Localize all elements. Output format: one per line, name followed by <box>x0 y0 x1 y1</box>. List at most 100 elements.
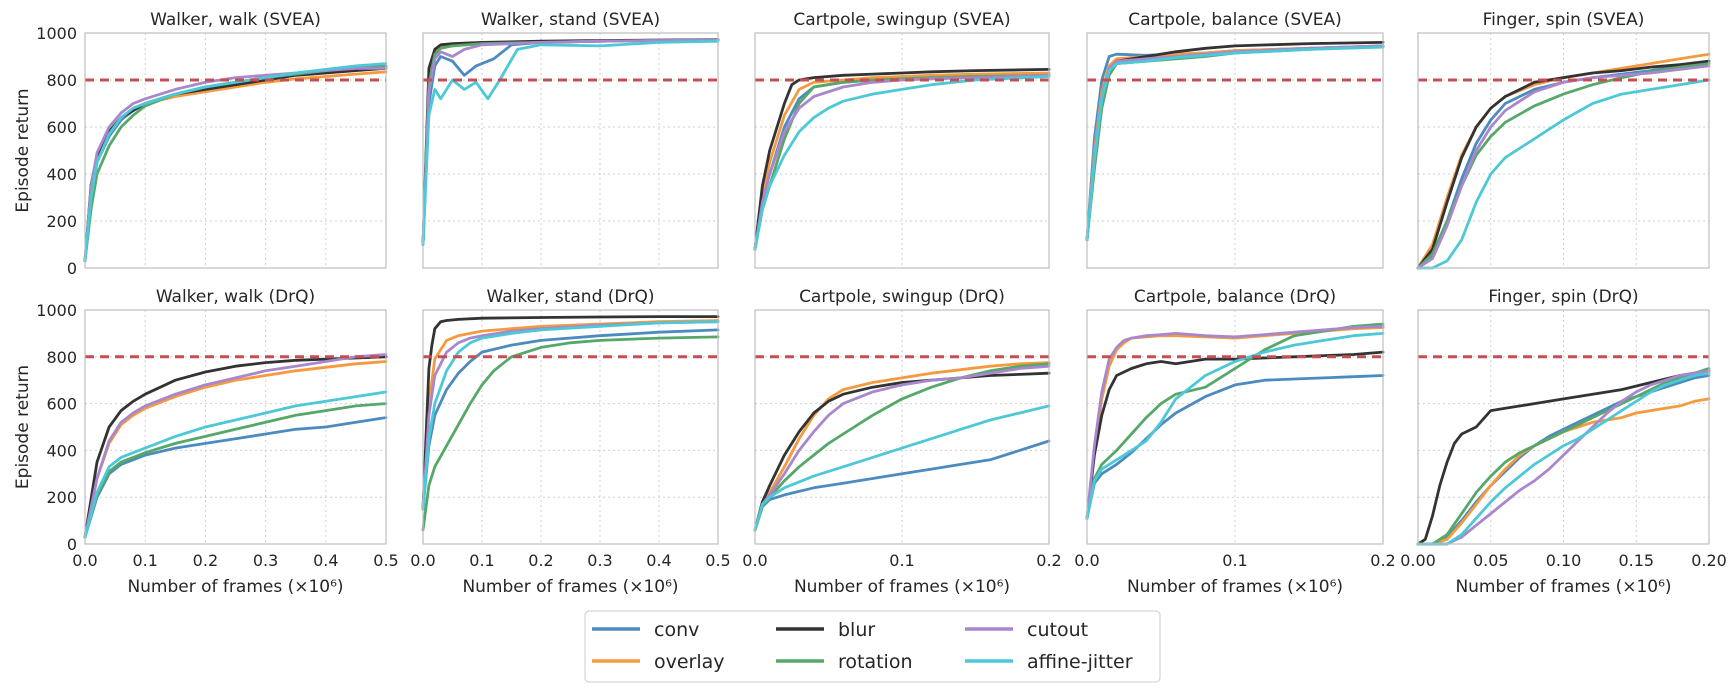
x-tick-label: 0.0 <box>1074 551 1099 570</box>
panel-title: Cartpole, balance (DrQ) <box>1134 287 1336 307</box>
panel-9: Cartpole, balance (DrQ) 0.0 0.1 0.2 Number o… <box>1074 287 1395 597</box>
panel-title: Finger, spin (DrQ) <box>1488 287 1638 307</box>
x-tick-label: 0.5 <box>373 551 398 570</box>
x-tick-label: 0.1 <box>132 551 157 570</box>
panel-title: Cartpole, swingup (SVEA) <box>793 10 1010 30</box>
series-line-affine-jitter <box>421 39 720 246</box>
series-line-conv <box>753 439 1051 532</box>
x-axis-label: Number of frames (×10⁶) <box>462 577 678 597</box>
x-tick-label: 0.3 <box>587 551 612 570</box>
legend-label-rotation: rotation <box>838 651 913 673</box>
panel-title: Cartpole, swingup (DrQ) <box>799 287 1005 307</box>
series-line-cutout <box>1416 369 1711 546</box>
legend-label-affine-jitter: affine-jitter <box>1027 651 1133 673</box>
plot-area <box>423 33 718 268</box>
plot-frame <box>422 309 719 545</box>
panel-10: Finger, spin (DrQ) 0.00 0.05 0.10 0.15 0.20 Nu… <box>1400 287 1727 597</box>
panel-5: Finger, spin (SVEA) <box>1416 10 1711 270</box>
plot-frame <box>84 309 387 545</box>
plot-area <box>423 310 718 544</box>
series-line-blur <box>753 68 1051 251</box>
x-tick-label: 0.3 <box>253 551 278 570</box>
series-line-conv <box>1085 374 1385 520</box>
series-line-blur <box>753 371 1051 532</box>
series-line-cutout <box>83 353 388 539</box>
x-tick-label: 0.1 <box>889 551 914 570</box>
y-tick-label: 0 <box>67 259 77 278</box>
x-axis-label: Number of frames (×10⁶) <box>127 577 343 597</box>
x-tick-label: 0.0 <box>410 551 435 570</box>
plot-area <box>85 310 386 544</box>
plot-frame <box>1086 32 1384 269</box>
series-line-affine-jitter <box>1416 371 1711 546</box>
x-tick-label: 0.2 <box>1370 551 1395 570</box>
panel-title: Finger, spin (SVEA) <box>1483 10 1645 30</box>
plot-frame <box>754 309 1050 545</box>
series-line-rotation <box>1085 322 1385 520</box>
series-line-rotation <box>83 402 388 539</box>
panel-title: Walker, stand (DrQ) <box>487 287 655 307</box>
series-line-conv <box>83 416 388 539</box>
series-line-cutout <box>753 364 1051 532</box>
x-tick-label: 0.0 <box>742 551 767 570</box>
series-line-affine-jitter <box>421 320 720 511</box>
panel-title: Walker, walk (DrQ) <box>156 287 315 307</box>
series-line-cutout <box>1416 64 1711 270</box>
plot-frame <box>754 32 1050 269</box>
series-line-rotation <box>1416 367 1711 546</box>
series-line-blur <box>83 355 388 539</box>
x-axis-label: Number of frames (×10⁶) <box>1455 577 1671 597</box>
y-tick-label: 200 <box>46 212 77 231</box>
series-line-rotation <box>753 362 1051 532</box>
y-tick-label: 1000 <box>36 24 77 43</box>
legend: conv overlay blur rotation cutout affine-jitt… <box>584 610 1161 683</box>
panel-8: Cartpole, swingup (DrQ) 0.0 0.1 0.2 Number o… <box>742 287 1061 597</box>
y-tick-label: 600 <box>46 395 77 414</box>
panel-1: Walker, walk (SVEA) 0 200 400 600 800 1000 Epis… <box>13 10 388 278</box>
series-line-affine-jitter <box>1085 45 1385 242</box>
x-axis-label: Number of frames (×10⁶) <box>794 577 1010 597</box>
series-line-affine-jitter <box>1416 78 1711 270</box>
series-line-affine-jitter <box>753 75 1051 251</box>
x-tick-label: 0.1 <box>469 551 494 570</box>
series-line-affine-jitter <box>753 404 1051 532</box>
y-tick-label: 400 <box>46 165 77 184</box>
y-tick-label: 800 <box>46 71 77 90</box>
panel-6: Walker, walk (DrQ) 0 200 400 600 800 1000 Episo… <box>13 287 399 597</box>
panel-3: Cartpole, swingup (SVEA) <box>753 10 1051 269</box>
x-tick-label: 0.1 <box>1222 551 1247 570</box>
plot-frame <box>1417 32 1710 269</box>
series-line-blur <box>1085 350 1385 520</box>
plot-frame <box>1086 309 1384 545</box>
panel-title: Cartpole, balance (SVEA) <box>1128 10 1342 30</box>
series-line-cutout <box>421 38 720 246</box>
legend-label-overlay: overlay <box>654 651 725 673</box>
series-line-rotation <box>421 335 720 532</box>
x-tick-label: 0.2 <box>1036 551 1061 570</box>
y-tick-label: 400 <box>46 441 77 460</box>
plot-frame <box>84 32 387 269</box>
x-tick-label: 0.4 <box>313 551 338 570</box>
y-tick-label: 0 <box>67 535 77 554</box>
series-line-overlay <box>753 71 1051 251</box>
series-line-blur <box>421 315 720 511</box>
plot-frame <box>1417 309 1710 545</box>
y-axis-label: Episode return <box>13 365 33 489</box>
x-tick-label: 0.2 <box>193 551 218 570</box>
panel-title: Walker, stand (SVEA) <box>481 10 660 30</box>
y-tick-label: 200 <box>46 488 77 507</box>
x-tick-label: 0.05 <box>1473 551 1509 570</box>
legend-label-blur: blur <box>838 619 875 641</box>
series-line-affine-jitter <box>83 390 388 539</box>
series-line-cutout <box>1085 324 1385 520</box>
series-line-overlay <box>753 361 1051 532</box>
panel-4: Cartpole, balance (SVEA) <box>1085 10 1385 269</box>
y-tick-label: 1000 <box>36 301 77 320</box>
x-tick-label: 0.4 <box>646 551 671 570</box>
y-tick-label: 800 <box>46 348 77 367</box>
series-line-affine-jitter <box>83 62 388 263</box>
x-tick-label: 0.00 <box>1400 551 1436 570</box>
x-tick-label: 0.2 <box>528 551 553 570</box>
x-tick-label: 0.5 <box>705 551 730 570</box>
